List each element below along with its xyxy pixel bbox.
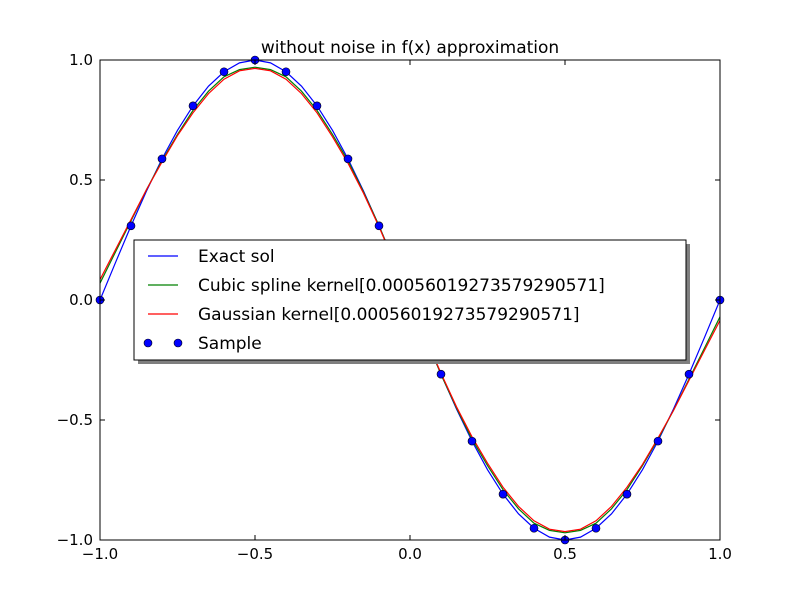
x-tick-label: 0.0 [398, 545, 422, 563]
sample-point [684, 369, 694, 379]
legend-marker [173, 338, 183, 348]
sample-point [188, 101, 198, 111]
legend-label: Cubic spline kernel[0.000560192735792905… [198, 276, 605, 296]
y-tick-label: 0.5 [69, 171, 93, 189]
y-tick-label: −0.5 [57, 411, 93, 429]
sample-point [622, 489, 632, 499]
x-tick-label: −1.0 [82, 545, 118, 563]
y-tick-label: −1.0 [57, 531, 93, 549]
sample-point [529, 523, 539, 533]
x-tick-label: −0.5 [237, 545, 273, 563]
legend-label: Gaussian kernel[0.00056019273579290571] [198, 305, 580, 325]
sample-point [436, 369, 446, 379]
legend-label: Exact sol [198, 247, 275, 267]
sample-point [343, 154, 353, 164]
axis-ticks: −1.0 −0.5 0.0 0.5 1.0 −1.0 −0.5 0.0 0.5 1.0 [57, 51, 732, 563]
sample-point [219, 67, 229, 77]
legend: Exact sol Cubic spline kernel[0.000560192… [133, 239, 690, 364]
sample-point [498, 489, 508, 499]
sample-point [374, 221, 384, 231]
sample-point [653, 436, 663, 446]
y-tick-label: 1.0 [69, 51, 93, 69]
x-tick-label: 0.5 [553, 545, 577, 563]
legend-box [133, 239, 687, 361]
legend-label: Sample [198, 334, 262, 354]
sample-point [467, 436, 477, 446]
sample-point [591, 523, 601, 533]
sample-point [157, 154, 167, 164]
sample-point [312, 101, 322, 111]
x-tick-label: 1.0 [708, 545, 732, 563]
sample-point [126, 221, 136, 231]
sample-point [281, 67, 291, 77]
legend-marker [143, 338, 153, 348]
chart-title: without noise in f(x) approximation [261, 38, 559, 58]
y-tick-label: 0.0 [69, 291, 93, 309]
